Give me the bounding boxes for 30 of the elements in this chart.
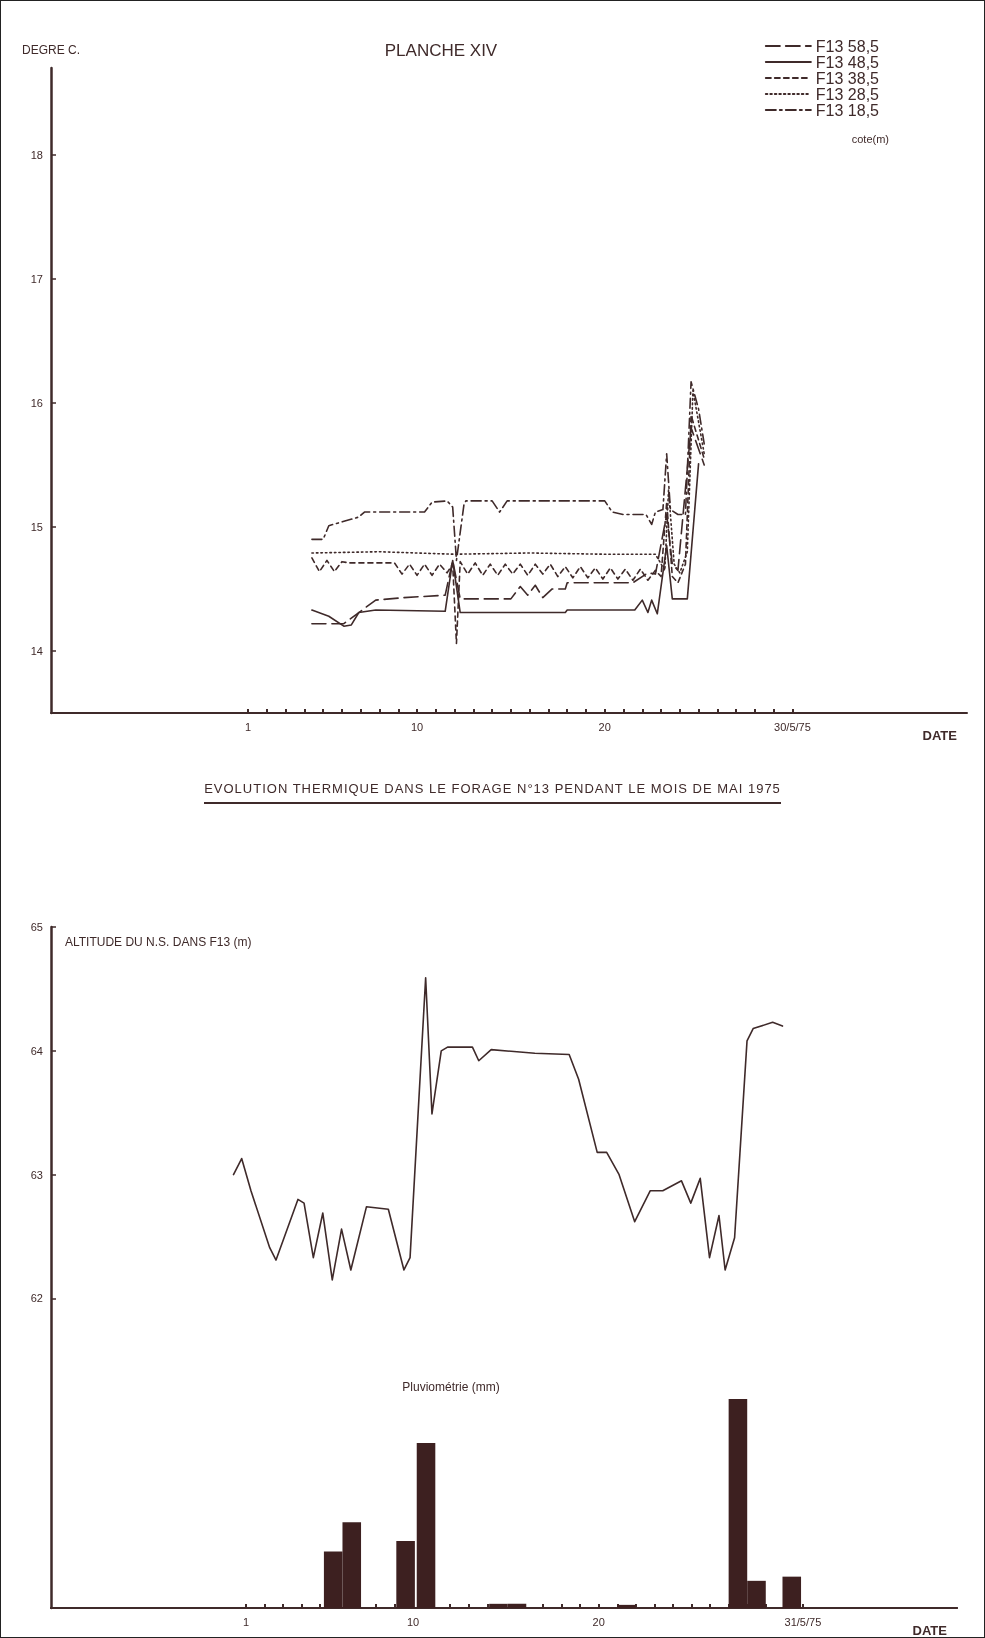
y-tick-label: 18 bbox=[30, 148, 43, 161]
x-tick-label: 30/5/75 bbox=[774, 720, 811, 733]
legend-label: F13 48,5 bbox=[815, 53, 880, 71]
legend-label: F13 58,5 bbox=[815, 37, 880, 55]
y-tick-label: 62 bbox=[30, 1292, 43, 1305]
x-tick-label: 31/5/75 bbox=[784, 1615, 822, 1628]
x-tick-label: 20 bbox=[592, 1615, 605, 1628]
x-tick-label: 1 bbox=[242, 1615, 249, 1628]
y-tick-label: 17 bbox=[30, 272, 43, 285]
legend-title: cote(m) bbox=[851, 132, 889, 145]
x-tick-label: 1 bbox=[245, 720, 252, 733]
x-axis-title: DATE bbox=[922, 728, 958, 743]
legend-label: F13 18,5 bbox=[815, 101, 880, 119]
chart-title: PLANCHE XIV bbox=[384, 41, 498, 60]
y-tick-label: 15 bbox=[30, 520, 43, 533]
text: EVOLUTION THERMIQUE DANS LE FORAGE N°13 PENDANT LE MOIS DE MAI 1975 bbox=[204, 781, 781, 804]
y-axis-title: ALTITUDE DU N.S. DANS F13 (m) bbox=[65, 935, 252, 949]
chart-title: Pluviométrie (mm) bbox=[402, 1380, 500, 1394]
y-tick-label: 14 bbox=[30, 644, 43, 657]
y-tick-label: 16 bbox=[30, 396, 43, 409]
x-tick-label: 10 bbox=[410, 720, 424, 733]
legend-label: F13 38,5 bbox=[815, 69, 880, 87]
x-tick-label: 20 bbox=[598, 720, 611, 733]
y-tick-label: 65 bbox=[30, 921, 43, 933]
y-tick-label: 63 bbox=[30, 1168, 43, 1181]
x-axis-title: DATE bbox=[912, 1623, 948, 1638]
y-tick-label: 64 bbox=[30, 1044, 43, 1057]
y-axis-title: DEGRE C. bbox=[21, 43, 81, 57]
legend-label: F13 28,5 bbox=[815, 85, 880, 103]
x-tick-label: 10 bbox=[406, 1615, 420, 1628]
